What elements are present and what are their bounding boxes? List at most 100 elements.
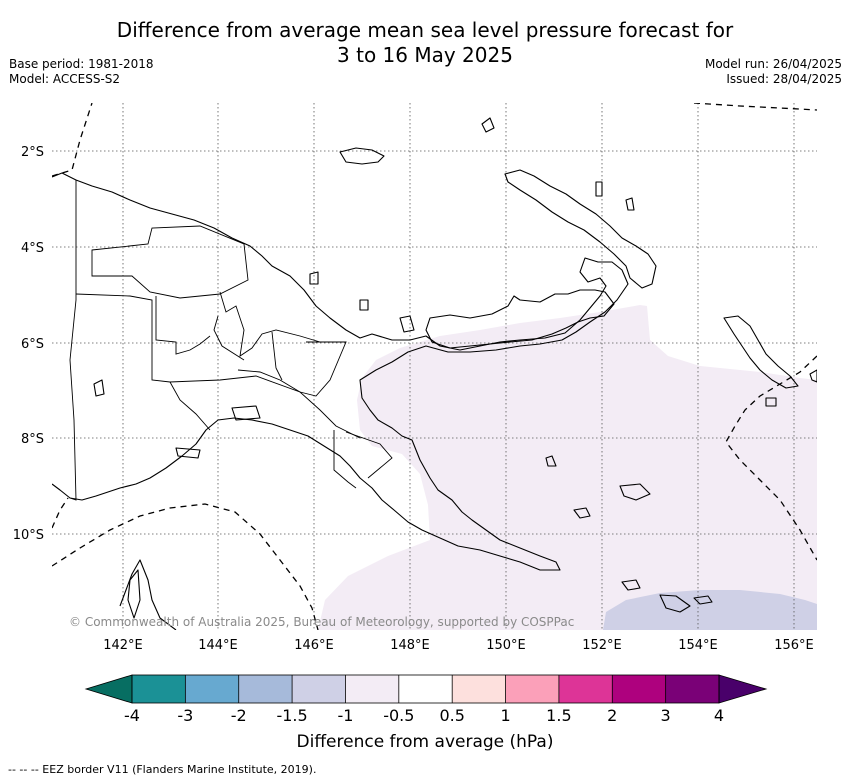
lat-label: 10°S	[13, 528, 44, 543]
colorbar-extend-low	[84, 674, 133, 704]
colorbar-tick-label: -1	[337, 706, 353, 725]
colorbar-tick-label: 1	[500, 706, 510, 725]
chart-title: Difference from average mean sea level p…	[0, 18, 850, 68]
border-3	[155, 296, 211, 355]
island-g	[175, 447, 201, 459]
colorbar-tick-label: -4	[124, 706, 140, 725]
eez-borders	[52, 103, 817, 630]
island-f	[93, 379, 105, 397]
border-11	[345, 431, 393, 479]
louisiade-island-1	[693, 595, 713, 605]
base-period: Base period: 1981-2018	[9, 57, 154, 71]
light-negative-anomaly-region	[318, 305, 817, 630]
lon-label: 148°E	[390, 638, 430, 653]
colorbar-segment	[132, 675, 186, 703]
new-guinea-coast	[52, 172, 629, 571]
border-6	[213, 315, 245, 361]
issued-date: Issued: 28/04/2025	[726, 72, 842, 86]
island-a	[481, 117, 495, 133]
copyright-notice: © Commonwealth of Australia 2025, Bureau…	[69, 615, 574, 629]
island-h	[359, 299, 369, 311]
colorbar-segment	[505, 675, 559, 703]
colorbar: -4 -3 -2 -1.5 -1 -0.5 0.5 1 1.5 2 3 4	[84, 674, 768, 725]
new-britain-coast	[425, 289, 615, 349]
lat-label: 6°S	[21, 337, 44, 352]
admin-borders	[69, 180, 393, 501]
bougainville-coast	[723, 315, 799, 389]
longitude-labels: 142°E 144°E 146°E 148°E 150°E 152°E 154°E 156°E	[103, 638, 814, 653]
island-c	[309, 271, 319, 285]
border-10	[333, 430, 357, 489]
island-i	[231, 405, 261, 421]
island-b	[399, 315, 415, 333]
title-line-2: 3 to 16 May 2025	[337, 43, 513, 67]
louisiade-island-4	[621, 579, 641, 591]
rossel-island-coast	[659, 594, 691, 613]
border-8	[271, 331, 283, 381]
island-j	[765, 397, 777, 407]
colorbar-segment	[345, 675, 399, 703]
new-ireland-coast	[504, 169, 657, 289]
colorbar-extend-high	[718, 674, 768, 704]
lat-label: 8°S	[21, 432, 44, 447]
colorbar-segment	[185, 675, 239, 703]
solomon-coast	[809, 369, 817, 383]
colorbar-segment	[612, 675, 666, 703]
eez-west-north	[52, 103, 93, 177]
lat-label: 4°S	[21, 241, 44, 256]
island-e	[625, 197, 635, 211]
graticule	[52, 103, 817, 630]
colorbar-segment	[665, 675, 719, 703]
lon-label: 154°E	[678, 638, 718, 653]
model-name: Model: ACCESS-S2	[9, 72, 121, 86]
colorbar-tick-label: 2	[607, 706, 617, 725]
eez-northeast	[693, 103, 817, 111]
colorbar-segment	[238, 675, 293, 703]
border-4	[169, 381, 211, 431]
colorbar-segment	[292, 675, 346, 703]
lon-label: 144°E	[198, 638, 238, 653]
louisiade-island-2	[619, 483, 651, 501]
border-2	[75, 293, 361, 439]
border-9	[299, 341, 347, 397]
colorbar-segment	[452, 675, 506, 703]
louisiade-island-3	[573, 507, 591, 519]
border-5	[219, 291, 321, 357]
island-k	[127, 569, 141, 619]
meta-right: Model run: 26/04/2025 Issued: 28/04/2025	[705, 57, 842, 87]
manus-island-coast	[339, 147, 385, 165]
indonesia-png-border	[69, 180, 77, 501]
eez-east	[725, 355, 817, 561]
colorbar-tick-label: -0.5	[383, 706, 414, 725]
eez-footnote: -- -- -- EEZ border V11 (Flanders Marine…	[8, 763, 317, 776]
map-area	[52, 103, 817, 630]
colorbar-segment	[558, 675, 613, 703]
colorbar-tick-label: 4	[714, 706, 724, 725]
latitude-labels: 2°S 4°S 6°S 8°S 10°S	[13, 145, 44, 543]
border-7	[237, 369, 301, 393]
lon-label: 146°E	[294, 638, 334, 653]
colorbar-tick-label: -2	[231, 706, 247, 725]
model-run: Model run: 26/04/2025	[704, 57, 842, 71]
colorbar-tick-label: 0.5	[439, 706, 464, 725]
lon-label: 156°E	[774, 638, 814, 653]
lon-label: 152°E	[582, 638, 622, 653]
colorbar-segment	[398, 675, 453, 703]
cape-york-coast	[119, 559, 177, 630]
eez-west	[52, 497, 69, 529]
colorbar-label: Difference from average (hPa)	[297, 732, 554, 752]
colorbar-tick-label: 3	[661, 706, 671, 725]
meta-left: Base period: 1981-2018 Model: ACCESS-S2	[9, 57, 154, 87]
title-line-1: Difference from average mean sea level p…	[116, 18, 734, 42]
colorbar-tick-label: 1.5	[546, 706, 571, 725]
lon-label: 150°E	[486, 638, 526, 653]
eez-southwest	[52, 503, 319, 630]
border-1	[91, 225, 249, 299]
island-d	[595, 181, 603, 197]
moderate-negative-anomaly-region	[603, 590, 817, 630]
colorbar-tick-label: -3	[177, 706, 193, 725]
coastlines	[52, 117, 817, 630]
louisiade-island-5	[545, 455, 557, 467]
colorbar-tick-label: -1.5	[276, 706, 307, 725]
